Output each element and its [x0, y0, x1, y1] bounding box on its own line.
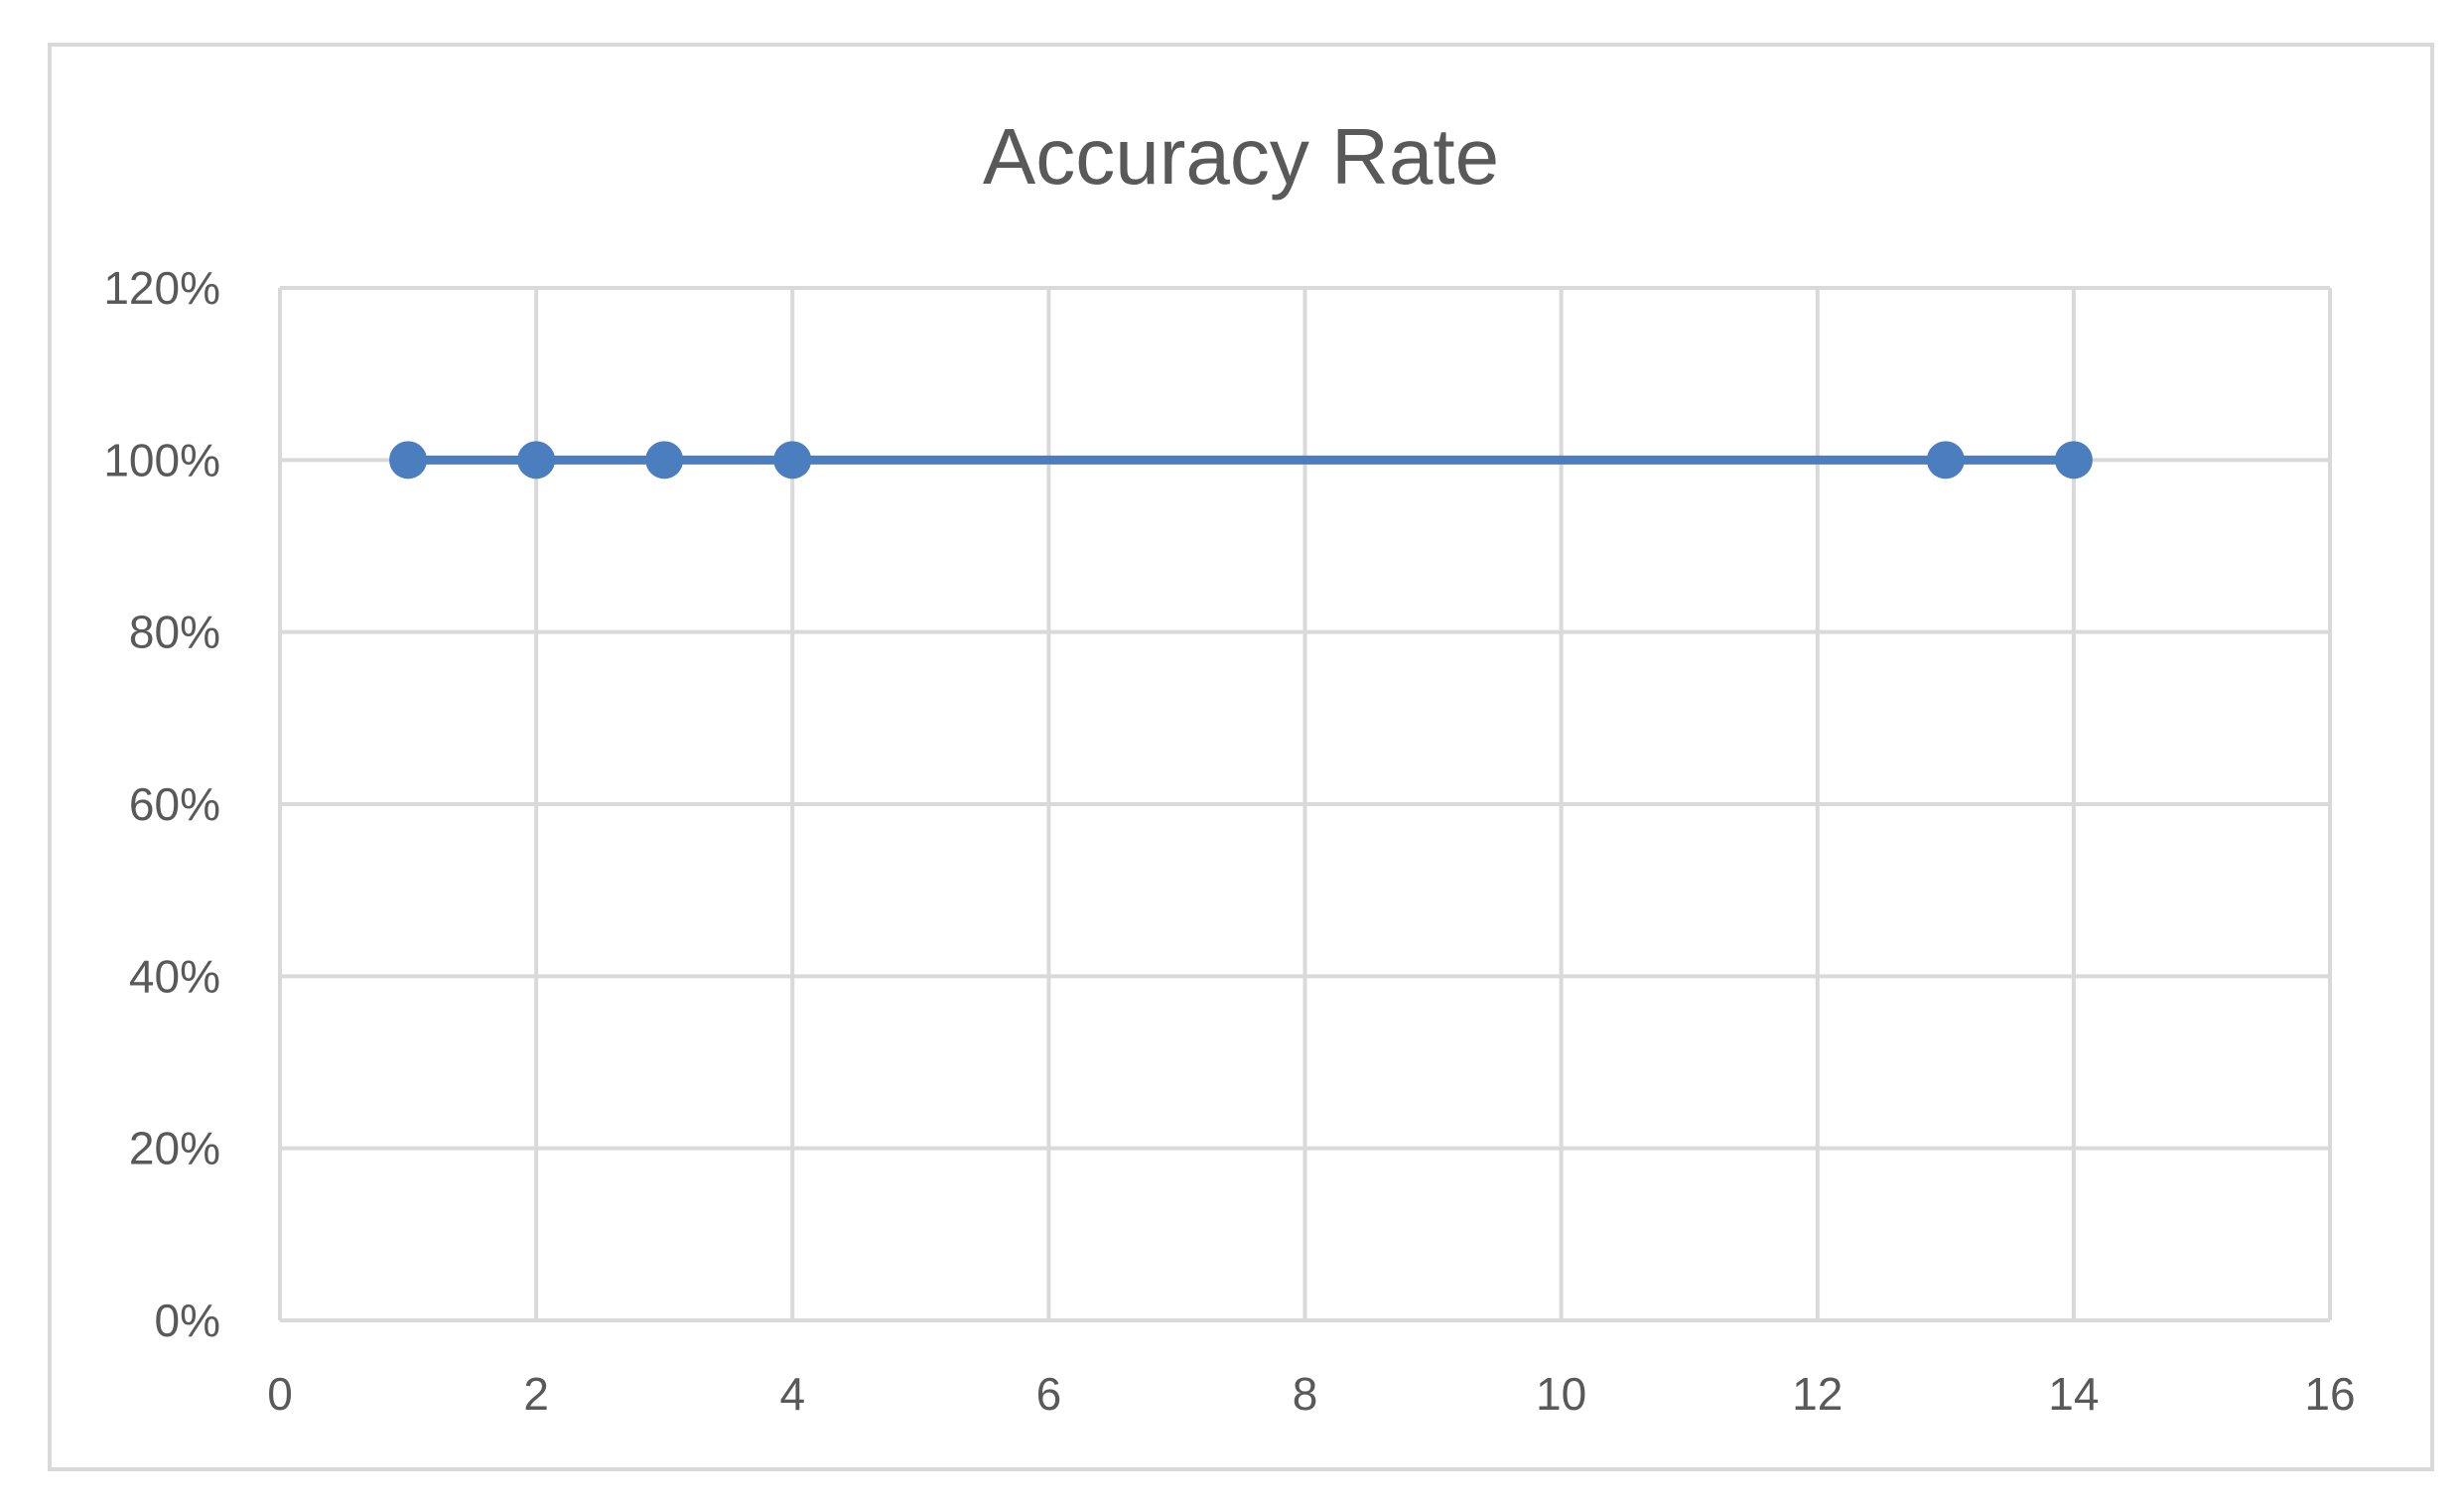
chart-title: Accuracy Rate: [983, 112, 1499, 201]
data-point: [2054, 441, 2093, 480]
y-tick-label: 20%: [129, 1123, 220, 1174]
data-point: [389, 441, 428, 480]
axis-labels: 0% 20% 40% 60% 80% 100% 120% 0 2 4 6 8 10 12 14 16: [103, 262, 2355, 1420]
x-tick-label: 12: [1792, 1368, 1843, 1420]
y-tick-label: 40%: [129, 950, 220, 1002]
x-tick-label: 16: [2304, 1368, 2355, 1420]
series-layer: [389, 441, 2093, 480]
y-tick-label: 80%: [129, 607, 220, 658]
data-point: [645, 441, 684, 480]
x-tick-label: 8: [1293, 1368, 1318, 1420]
data-point: [773, 441, 812, 480]
y-tick-label: 60%: [129, 778, 220, 830]
y-tick-label: 100%: [103, 434, 220, 485]
y-tick-label: 0%: [155, 1295, 220, 1346]
x-tick-label: 0: [267, 1368, 293, 1420]
data-point: [1926, 441, 1965, 480]
x-tick-label: 4: [779, 1368, 805, 1420]
x-tick-label: 2: [523, 1368, 549, 1420]
x-tick-label: 10: [1536, 1368, 1586, 1420]
x-tick-label: 6: [1036, 1368, 1062, 1420]
data-point: [517, 441, 556, 480]
y-tick-label: 120%: [103, 262, 220, 314]
chart-frame: [48, 43, 2434, 1471]
x-tick-label: 14: [2048, 1368, 2099, 1420]
